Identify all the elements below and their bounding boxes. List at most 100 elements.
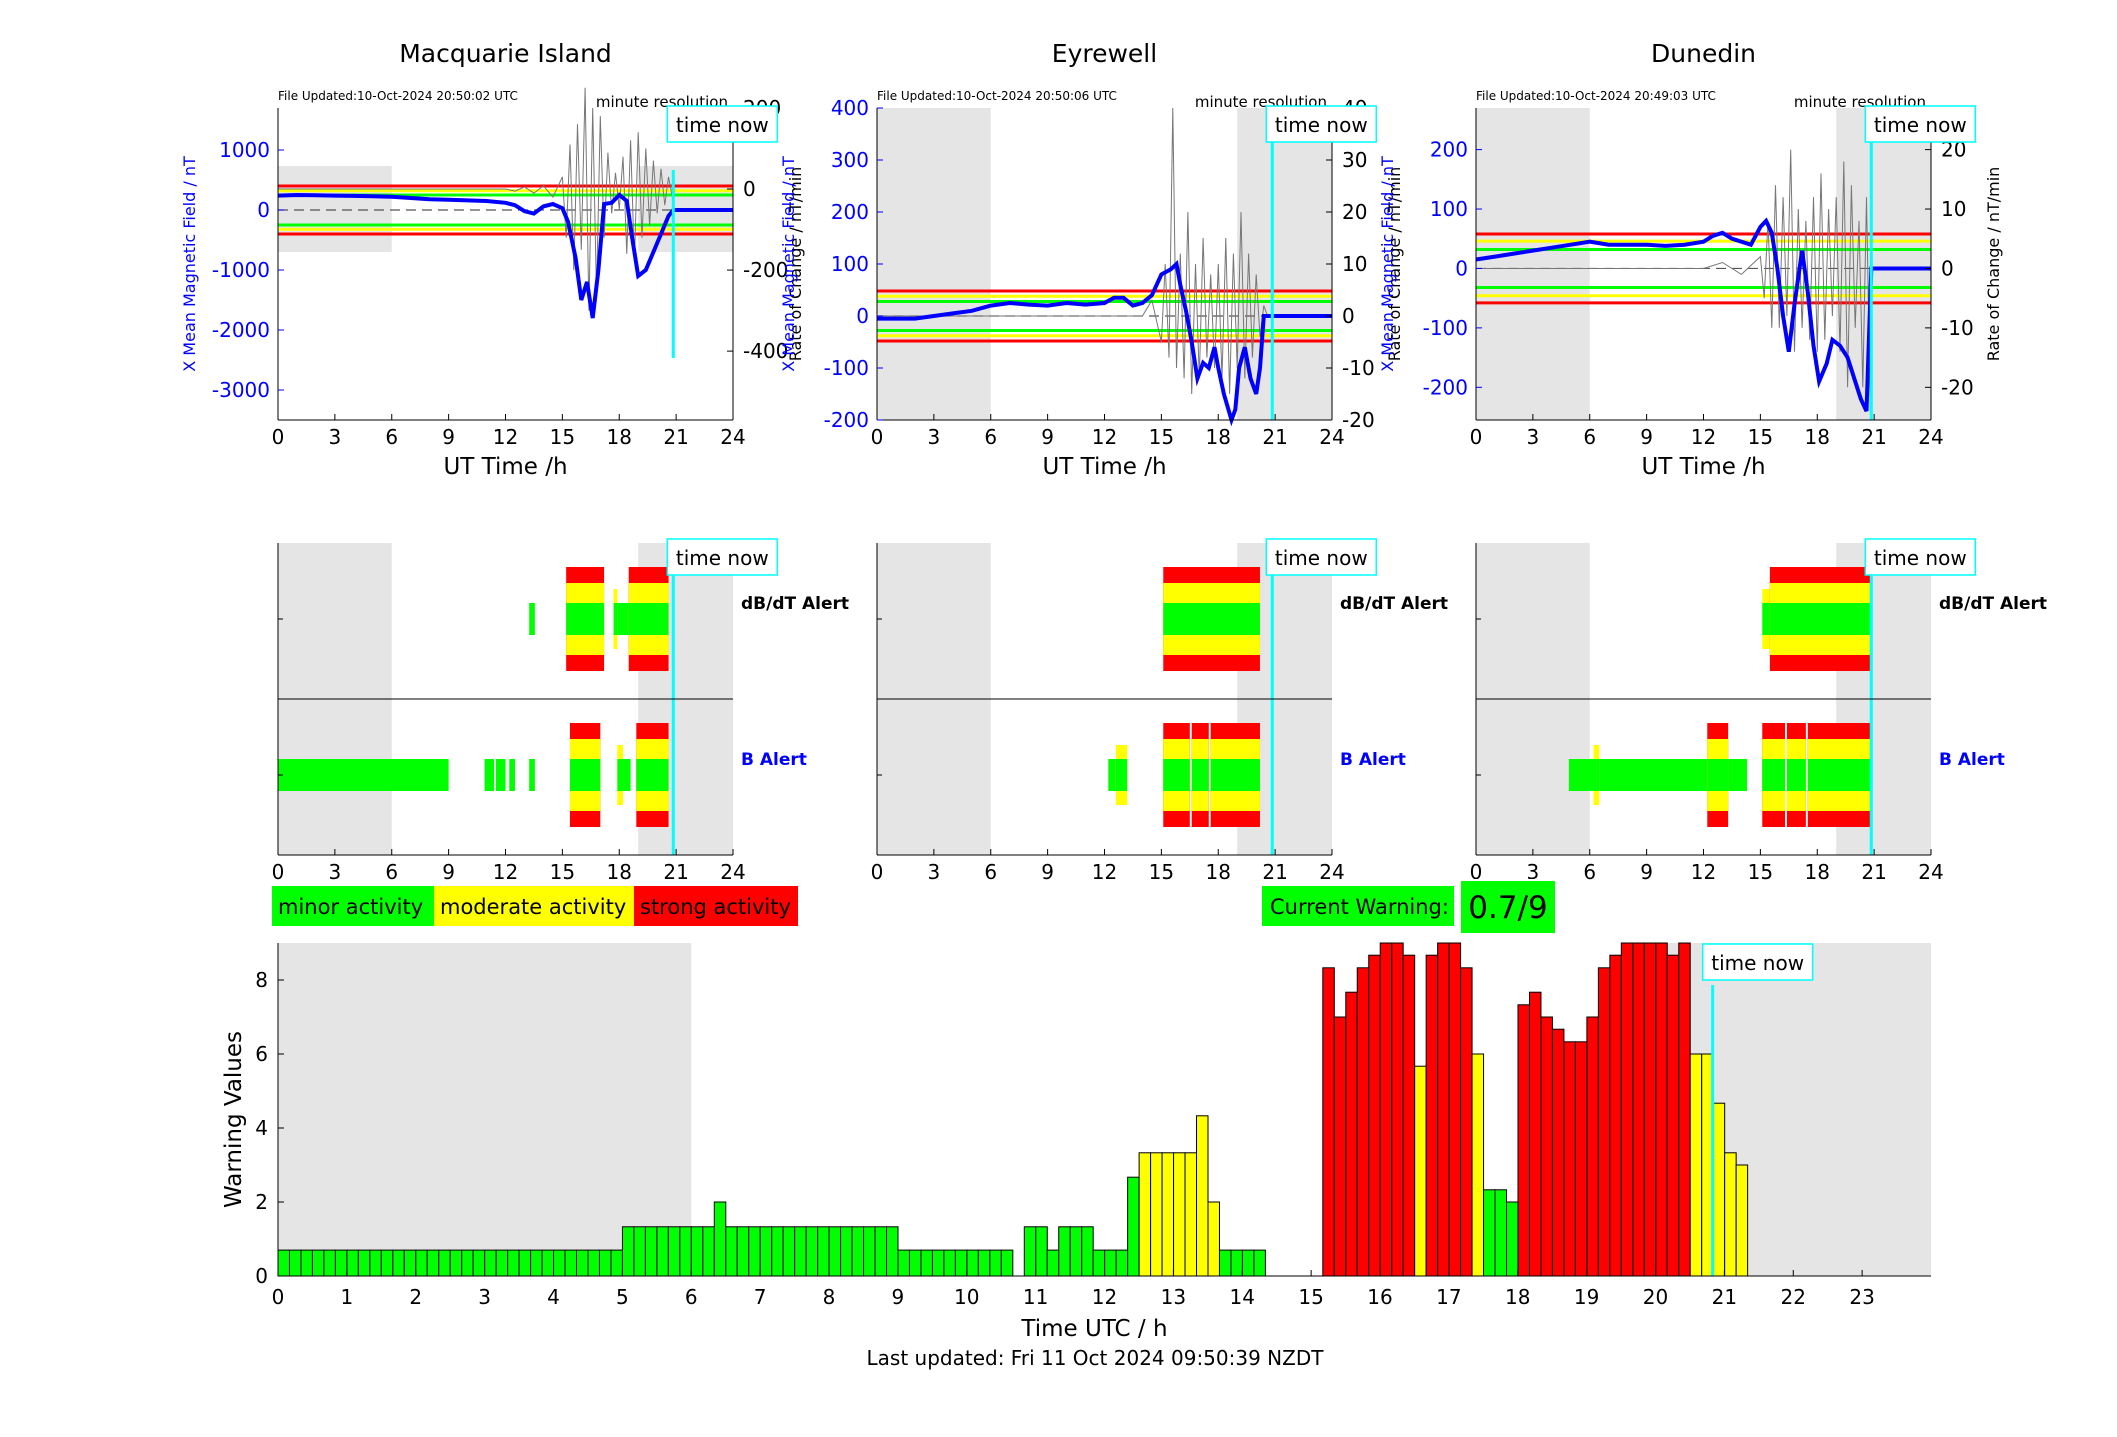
- y2-tick-label: -400: [743, 339, 788, 363]
- x-tick-label: 12: [1092, 1285, 1117, 1309]
- y2-tick-label: 0: [1941, 256, 1954, 280]
- warning-bar: [886, 1226, 899, 1277]
- time-now-label: time now: [1874, 546, 1967, 570]
- warning-bar: [369, 1249, 382, 1277]
- warning-bar: [576, 1249, 589, 1277]
- warning-bar: [1218, 1249, 1232, 1277]
- x-tick-label: 15: [1748, 860, 1773, 884]
- alert-minor-bar: [496, 759, 506, 791]
- warning-bar: [1414, 1065, 1427, 1277]
- dbdt-alert-label: dB/dT Alert: [1939, 594, 2047, 614]
- warning-bar: [1666, 954, 1680, 1277]
- time-now-label: time now: [676, 113, 769, 137]
- b-alert-label: B Alert: [741, 750, 807, 770]
- y-axis-label: X Mean Magnetic Field / nT: [1378, 156, 1397, 372]
- warning-bar: [1081, 1226, 1094, 1277]
- x-tick-label: 6: [685, 1285, 698, 1309]
- warning-bar: [1069, 1226, 1083, 1277]
- warning-bar: [977, 1249, 991, 1277]
- warning-bar: [518, 1249, 532, 1277]
- x-tick-label: 0: [871, 860, 884, 884]
- warning-bar: [1345, 991, 1358, 1277]
- x-tick-label: 15: [550, 425, 575, 449]
- alert-minor-bar: [617, 759, 624, 791]
- y-tick-label: 8: [255, 968, 268, 992]
- time-now-label: time now: [1275, 113, 1368, 137]
- x-tick-label: 17: [1436, 1285, 1461, 1309]
- x-tick-label: 0: [1470, 425, 1483, 449]
- warning-bar: [805, 1226, 819, 1277]
- warning-bar: [954, 1249, 968, 1277]
- rate-of-change-trace: [877, 107, 1268, 395]
- alert-minor-bar: [1163, 759, 1190, 791]
- x-tick-label: 6: [385, 425, 398, 449]
- y-tick-label: 200: [1430, 138, 1468, 162]
- warning-bar: [334, 1249, 348, 1277]
- x-tick-label: 22: [1781, 1285, 1806, 1309]
- y-tick-label: -200: [824, 408, 869, 432]
- warning-bar: [1402, 954, 1416, 1277]
- alert-minor-bar: [529, 759, 535, 791]
- x-tick-label: 2: [409, 1285, 422, 1309]
- mean-field-trace: [1475, 217, 1931, 412]
- time-now-box: [1265, 105, 1378, 143]
- x-tick-label: 15: [1149, 425, 1174, 449]
- x-tick-label: 24: [1319, 425, 1344, 449]
- y-tick-label: 0: [257, 198, 270, 222]
- y-axis-label: X Mean Magnetic Field / nT: [779, 156, 798, 372]
- x-axis-label: UT Time /h: [443, 454, 567, 480]
- warning-bar: [472, 1249, 486, 1277]
- warning-bar: [1483, 1189, 1496, 1277]
- warning-bar: [564, 1249, 578, 1277]
- y-tick-label: 100: [831, 252, 869, 276]
- warning-bar: [748, 1226, 761, 1277]
- x-tick-label: 15: [1298, 1285, 1323, 1309]
- x-tick-label: 21: [663, 860, 688, 884]
- rate-of-change-trace: [278, 87, 673, 311]
- legend-minor-swatch: [272, 886, 434, 926]
- y-tick-label: 6: [255, 1042, 268, 1066]
- warning-bar: [357, 1249, 371, 1277]
- warning-bar: [1368, 954, 1381, 1277]
- alert-minor-bar: [484, 759, 495, 791]
- alert-panel-0: 0 3 6 9 12 15 18 21 24 dB/dT Alert B Alert time now: [272, 538, 849, 884]
- b-alert-label: B Alert: [1340, 750, 1406, 770]
- warning-bar: [1724, 1152, 1737, 1277]
- magnetometer-panels: Macquarie Island 0 3 6 9 12 15 18 21 24 UT Time /h…: [180, 39, 2003, 480]
- x-tick-label: 21: [663, 425, 688, 449]
- warning-bar: [1712, 1102, 1726, 1277]
- warning-bar: [702, 1226, 715, 1277]
- legend-minor-label: minor activity: [278, 895, 423, 919]
- night-shade: [877, 108, 991, 420]
- time-now-box: [666, 538, 779, 576]
- warning-bar: [553, 1249, 566, 1277]
- x-tick-label: 7: [754, 1285, 767, 1309]
- warning-bar: [484, 1249, 497, 1277]
- y-tick-label: -200: [1423, 375, 1468, 399]
- y2-tick-label: -10: [1941, 316, 1974, 340]
- legend-strong-label: strong activity: [640, 895, 791, 919]
- warning-bar: [1437, 942, 1450, 1277]
- warning-bar: [530, 1249, 543, 1277]
- y-tick-label: -100: [824, 356, 869, 380]
- x-tick-label: 18: [1206, 425, 1231, 449]
- y2-tick-label: 10: [1342, 252, 1367, 276]
- x-tick-label: 11: [1023, 1285, 1048, 1309]
- alert-minor-bar: [1108, 759, 1116, 791]
- x-tick-label: 21: [1262, 860, 1287, 884]
- night-shade: [1836, 108, 1931, 420]
- warning-bar: [1471, 1053, 1485, 1277]
- y-axis-label: Warning Values: [221, 1031, 247, 1208]
- x-tick-label: 18: [1805, 425, 1830, 449]
- y-tick-label: 300: [831, 148, 869, 172]
- x-tick-label: 12: [493, 425, 518, 449]
- warning-bar: [1689, 1053, 1703, 1277]
- x-tick-label: 3: [329, 860, 342, 884]
- y-tick-label: 4: [255, 1116, 268, 1140]
- warning-bar: [1391, 942, 1404, 1277]
- warning-bar: [495, 1249, 509, 1277]
- x-tick-label: 3: [478, 1285, 491, 1309]
- alert-minor-bar: [1786, 759, 1806, 791]
- alert-panel-2: 0 3 6 9 12 15 18 21 24 dB/dT Alert B Alert time now: [1470, 538, 2047, 884]
